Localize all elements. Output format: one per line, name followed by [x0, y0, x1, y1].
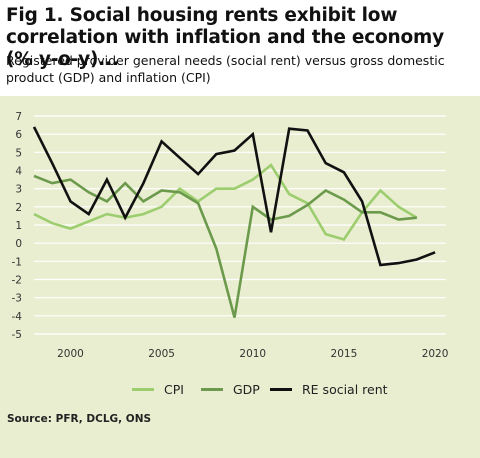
cpi-line [33, 163, 418, 242]
y-tick-label: -2 [12, 275, 22, 287]
legend-label-gdp: GDP [233, 381, 260, 397]
legend-swatch-re-social-rent [270, 387, 292, 391]
x-tick-label: 2000 [57, 348, 84, 360]
x-tick-label: 2020 [422, 348, 449, 360]
chart-panel: 7 6 5 4 3 2 1 0 -1 -2 -3 -4 -5 2000 2005 2010 2015 2020 C… [0, 96, 480, 458]
y-tick-label: -4 [12, 311, 23, 323]
legend-item-re-social-rent: RE social rent [270, 378, 388, 400]
x-tick-label: 2015 [331, 348, 358, 360]
chart-subtitle: Registered provider general needs (socia… [6, 53, 445, 85]
line-chart: 7 6 5 4 3 2 1 0 -1 -2 -3 -4 -5 2000 2005 2010 2015 2020 [12, 111, 449, 360]
x-tick-label: 2005 [148, 348, 175, 360]
y-tick-label: 6 [15, 129, 22, 141]
y-tick-label: 4 [15, 166, 22, 178]
source-note: Source: PFR, DCLG, ONS [7, 413, 152, 425]
y-tick-label: -1 [12, 256, 22, 268]
y-tick-label: -5 [12, 329, 22, 341]
chart-title: Fig 1. Social housing rents exhibit low … [6, 5, 444, 70]
legend-item-cpi: CPI [132, 378, 184, 400]
legend-swatch-gdp [201, 387, 223, 391]
y-tick-label: 7 [15, 111, 22, 123]
y-tick-label: 3 [15, 184, 22, 196]
y-tick-label: 0 [15, 238, 22, 250]
legend: CPI GDP RE social rent [0, 378, 480, 400]
legend-label-cpi: CPI [164, 381, 184, 397]
x-tick-label: 2010 [239, 348, 266, 360]
header: Fig 1. Social housing rents exhibit low … [0, 0, 480, 96]
y-tick-label: 1 [15, 220, 22, 232]
legend-label-re-social-rent: RE social rent [302, 381, 388, 397]
legend-item-gdp: GDP [201, 378, 260, 400]
y-tick-label: -3 [12, 293, 22, 305]
re-social-rent-line [32, 126, 436, 267]
y-tick-label: 5 [15, 147, 22, 159]
y-tick-label: 2 [15, 202, 22, 214]
legend-swatch-cpi [132, 387, 154, 391]
